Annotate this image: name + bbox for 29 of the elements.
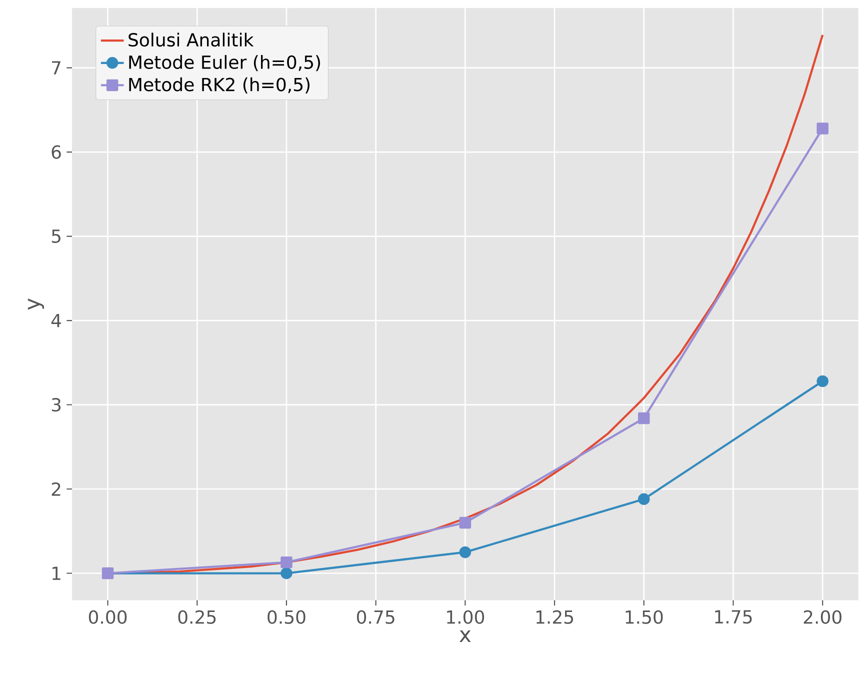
point — [638, 412, 650, 424]
point — [280, 567, 292, 580]
point — [816, 375, 828, 387]
x-tick-label: 0.00 — [88, 610, 127, 624]
x-tick-label: 1.75 — [715, 610, 752, 624]
y-axis-title: y — [28, 298, 44, 310]
point — [816, 122, 828, 134]
point — [280, 556, 292, 568]
y-tick-label: 3 — [52, 398, 61, 412]
y-tick-label: 6 — [52, 145, 61, 159]
legend-label: Metode RK2 (h=0,5) — [129, 77, 310, 94]
point — [638, 493, 650, 505]
x-tick-label: 1.25 — [536, 610, 574, 624]
x-axis-title: x — [459, 630, 471, 642]
x-tick-label: 0.75 — [356, 610, 394, 624]
x-tick-label: 0.50 — [268, 610, 306, 624]
y-tick-label: 5 — [52, 229, 60, 243]
y-tick-label: 4 — [51, 314, 61, 327]
point — [459, 546, 472, 558]
x-tick-label: 1.50 — [626, 610, 663, 624]
y-tick-label: 1 — [52, 566, 60, 580]
legend-label: Metode Euler (h=0,5) — [129, 54, 320, 71]
point — [459, 516, 472, 528]
legend-label: Solusi Analitik — [128, 32, 254, 47]
x-tick-label: 0.25 — [178, 610, 216, 624]
y-tick-label: 7 — [52, 61, 60, 74]
x-tick-label: 1.00 — [447, 610, 484, 624]
y-tick-label: 2 — [52, 482, 60, 496]
x-tick-label: 2.00 — [804, 610, 842, 624]
